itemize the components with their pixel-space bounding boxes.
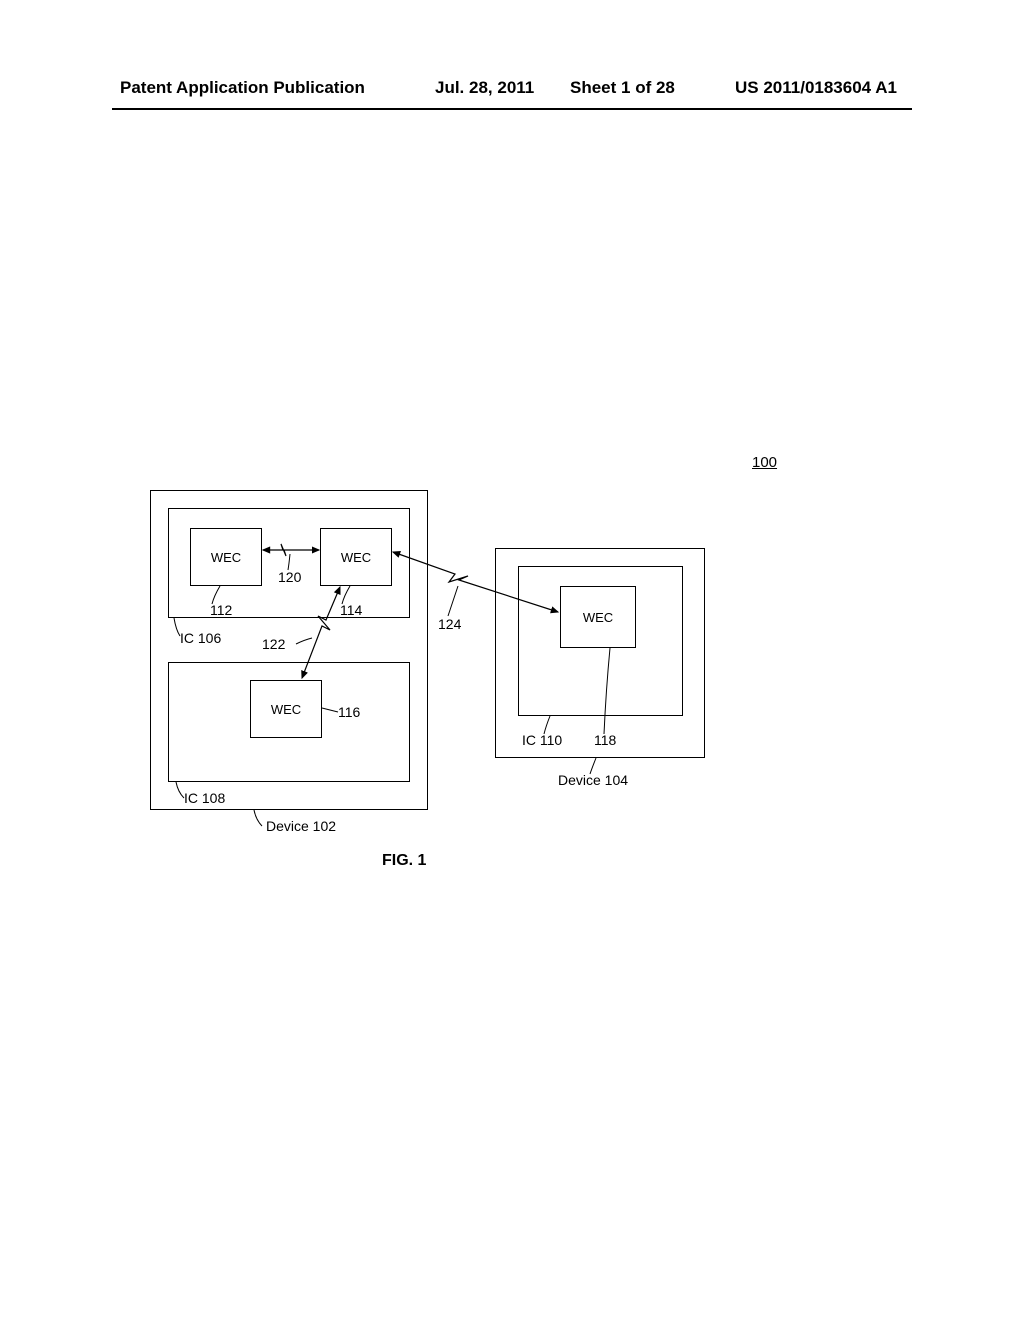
ref-114-label: 114 — [340, 602, 362, 618]
wec-114-label: WEC — [341, 550, 371, 565]
ic-110-label: IC 110 — [522, 732, 562, 748]
wec-112-label: WEC — [211, 550, 241, 565]
header-pubno: US 2011/0183604 A1 — [735, 78, 897, 98]
wec-116-box: WEC — [250, 680, 322, 738]
wec-112-box: WEC — [190, 528, 262, 586]
wec-114-box: WEC — [320, 528, 392, 586]
wec-118-label: WEC — [583, 610, 613, 625]
ref-122-label: 122 — [262, 636, 285, 652]
wec-118-box: WEC — [560, 586, 636, 648]
ref-112-label: 112 — [210, 602, 232, 618]
ic-108-label: IC 108 — [184, 790, 225, 806]
leader-102 — [254, 810, 262, 826]
header-sheet: Sheet 1 of 28 — [570, 78, 675, 98]
ref-124-label: 124 — [438, 616, 461, 632]
device-102-label: Device 102 — [266, 818, 336, 834]
ic-106-label: IC 106 — [180, 630, 221, 646]
figure-reference-100: 100 — [752, 454, 777, 471]
leader-124 — [448, 586, 458, 616]
header-publication: Patent Application Publication — [120, 78, 365, 98]
header-date: Jul. 28, 2011 — [435, 78, 534, 98]
wec-116-label: WEC — [271, 702, 301, 717]
header-rule — [112, 108, 912, 110]
ref-116-label: 116 — [338, 704, 360, 720]
figure-caption: FIG. 1 — [382, 852, 426, 870]
device-104-label: Device 104 — [558, 772, 628, 788]
ref-118-label: 118 — [594, 732, 616, 748]
ref-120-label: 120 — [278, 569, 301, 585]
figure-1: WEC WEC WEC WEC — [150, 490, 870, 840]
